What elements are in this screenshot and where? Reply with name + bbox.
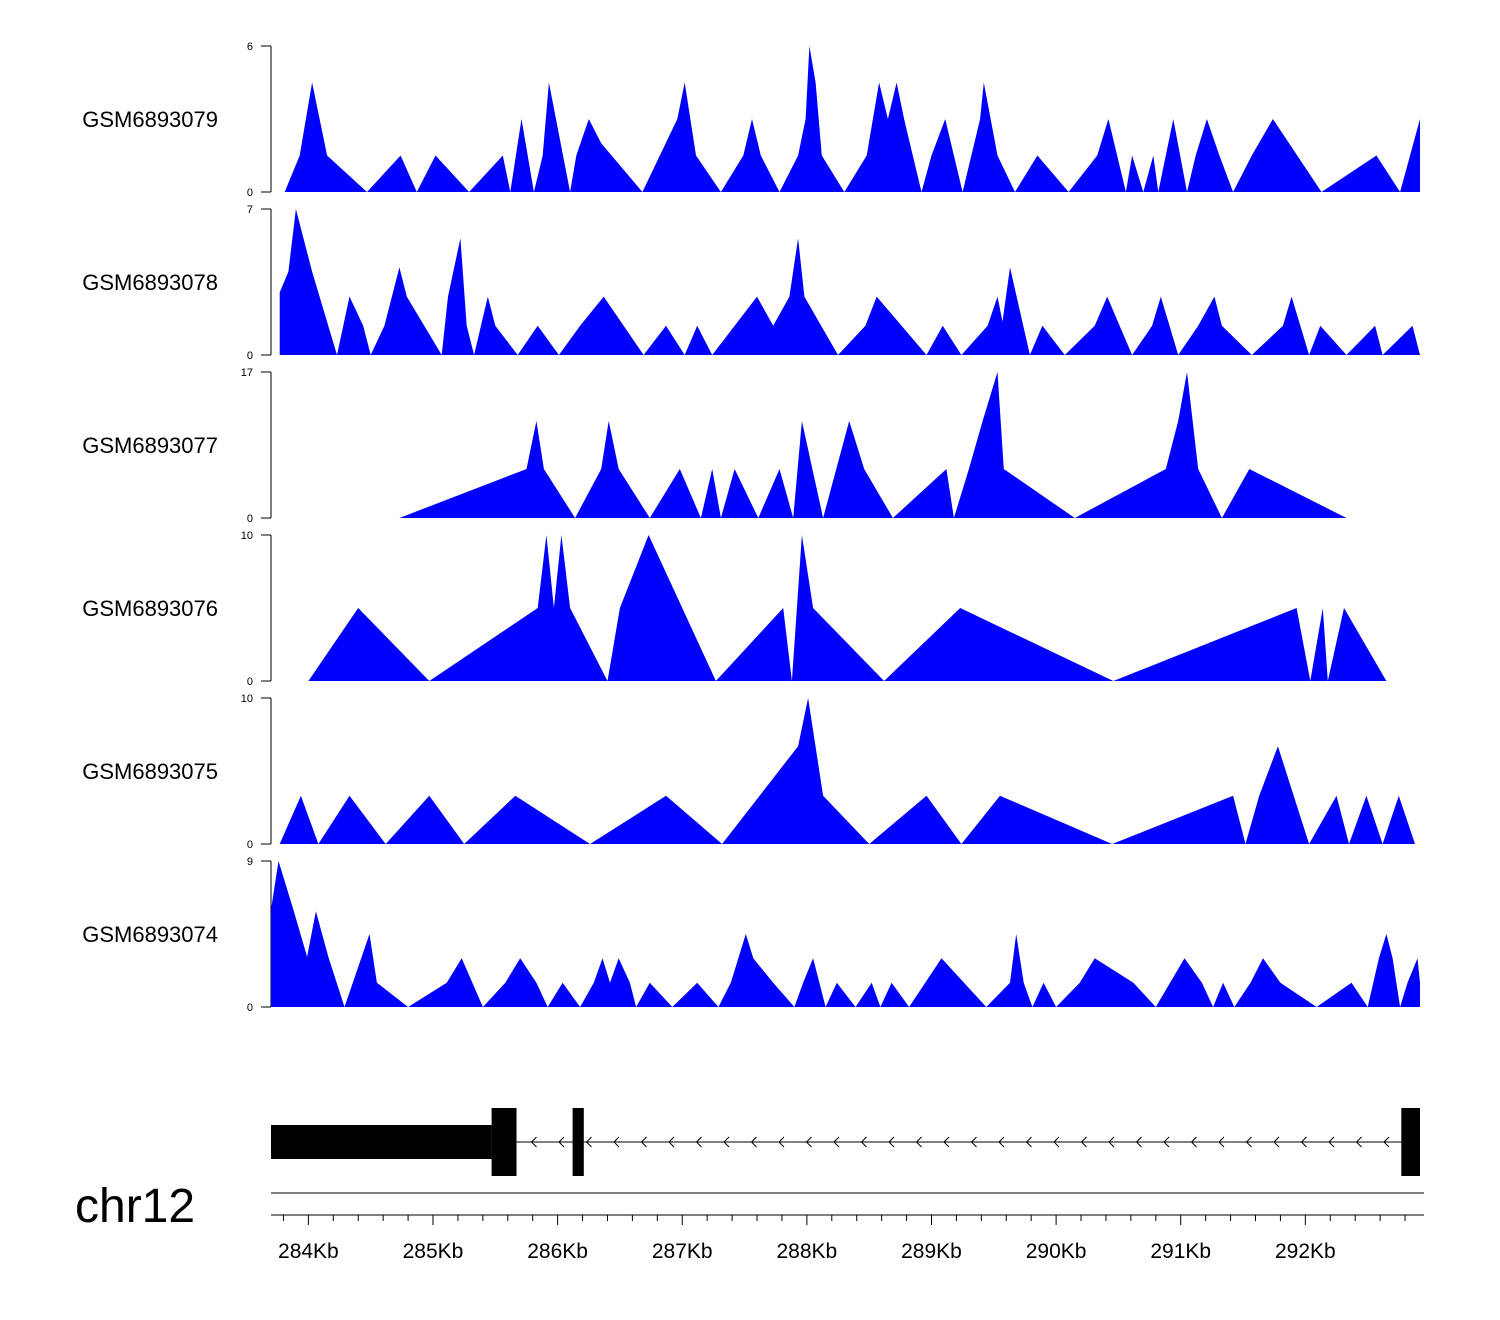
strand-arrow — [640, 1136, 647, 1148]
strand-arrow — [668, 1136, 675, 1148]
x-tick-label: 289Kb — [901, 1240, 962, 1263]
y-tick-label-max: 10 — [241, 530, 253, 542]
coverage-area — [279, 698, 1416, 844]
y-tick-label-min: 0 — [247, 513, 253, 525]
strand-arrow — [1218, 1136, 1225, 1148]
y-tick-label-min: 0 — [247, 1002, 253, 1014]
strand-arrow — [1273, 1136, 1280, 1148]
coverage-area — [279, 209, 1421, 355]
coverage-area — [399, 372, 1347, 518]
strand-arrow — [970, 1136, 977, 1148]
coverage-area — [284, 46, 1421, 192]
x-tick-label: 284Kb — [278, 1240, 339, 1263]
y-tick-label-max: 17 — [241, 367, 253, 379]
y-tick-label-max: 10 — [241, 693, 253, 705]
y-tick-label-min: 0 — [247, 839, 253, 851]
strand-arrow — [1300, 1136, 1307, 1148]
x-tick-label: 285Kb — [403, 1240, 464, 1263]
strand-arrow — [1190, 1136, 1197, 1148]
track-4: 10 0 GSM6893076 — [82, 530, 1387, 688]
exon-block — [572, 1108, 584, 1176]
strand-arrow — [695, 1136, 702, 1148]
strand-arrow — [998, 1136, 1005, 1148]
strand-arrow — [585, 1136, 592, 1148]
track-3: 17 0 GSM6893077 — [82, 367, 1347, 525]
track-label: GSM6893074 — [82, 922, 218, 947]
y-tick-label-min: 0 — [247, 676, 253, 688]
track-label: GSM6893079 — [82, 107, 218, 132]
track-6: 9 0 GSM6893074 — [82, 856, 1420, 1014]
strand-arrow — [1135, 1136, 1142, 1148]
utr-block — [271, 1125, 492, 1159]
gene-model-track — [271, 1108, 1420, 1176]
strand-arrow — [805, 1136, 812, 1148]
strand-arrow — [888, 1136, 895, 1148]
strand-arrow — [750, 1136, 757, 1148]
x-tick-label: 287Kb — [652, 1240, 713, 1263]
strand-arrow — [1053, 1136, 1060, 1148]
coverage-area — [308, 535, 1387, 681]
strand-arrow — [530, 1136, 537, 1148]
strand-arrow — [1108, 1136, 1115, 1148]
track-label: GSM6893077 — [82, 433, 218, 458]
y-tick-label-max: 9 — [247, 856, 253, 868]
strand-arrow — [1080, 1136, 1087, 1148]
exon-block — [491, 1108, 517, 1176]
x-tick-label: 290Kb — [1026, 1240, 1087, 1263]
strand-arrow — [915, 1136, 922, 1148]
track-5: 10 0 GSM6893075 — [82, 693, 1416, 851]
x-tick-label: 292Kb — [1275, 1240, 1336, 1263]
strand-arrow — [1025, 1136, 1032, 1148]
track-1: 6 0 GSM6893079 — [82, 41, 1421, 199]
track-2: 7 0 GSM6893078 — [82, 204, 1421, 362]
strand-arrow — [860, 1136, 867, 1148]
track-label: GSM6893075 — [82, 759, 218, 784]
y-tick-label-min: 0 — [247, 350, 253, 362]
strand-arrow — [558, 1136, 565, 1148]
y-tick-label-max: 7 — [247, 204, 253, 216]
strand-arrow — [833, 1136, 840, 1148]
strand-arrow — [723, 1136, 730, 1148]
x-tick-label: 288Kb — [777, 1240, 838, 1263]
track-label: GSM6893076 — [82, 596, 218, 621]
exon-block — [1401, 1108, 1420, 1176]
tracks-layer: 6 0 GSM6893079 7 0 GSM6893078 17 0 GSM6893077 10 0… — [82, 41, 1421, 1014]
chromosome-label: chr12 — [75, 1180, 195, 1233]
strand-arrow — [1245, 1136, 1252, 1148]
strand-arrow — [1355, 1136, 1362, 1148]
strand-arrow — [613, 1136, 620, 1148]
y-tick-label-min: 0 — [247, 187, 253, 199]
y-tick-label-max: 6 — [247, 41, 253, 53]
strand-arrow — [1383, 1136, 1390, 1148]
track-label: GSM6893078 — [82, 270, 218, 295]
x-tick-label: 291Kb — [1150, 1240, 1211, 1263]
strand-arrow — [1163, 1136, 1170, 1148]
genome-axis: chr12 284Kb 285Kb 286Kb 287Kb 288Kb 289Kb 290K… — [75, 1180, 1424, 1263]
strand-arrow — [943, 1136, 950, 1148]
strand-arrow — [1328, 1136, 1335, 1148]
coverage-area — [271, 861, 1420, 1007]
strand-arrow — [778, 1136, 785, 1148]
x-tick-label: 286Kb — [527, 1240, 588, 1263]
